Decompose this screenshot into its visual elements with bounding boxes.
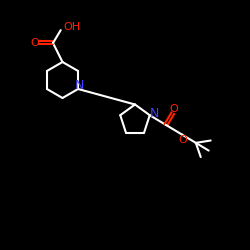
Text: N: N <box>75 79 84 92</box>
Text: O: O <box>178 135 187 145</box>
Text: OH: OH <box>64 22 81 32</box>
Text: O: O <box>169 104 178 114</box>
Text: N: N <box>150 108 159 120</box>
Text: O: O <box>30 38 39 48</box>
